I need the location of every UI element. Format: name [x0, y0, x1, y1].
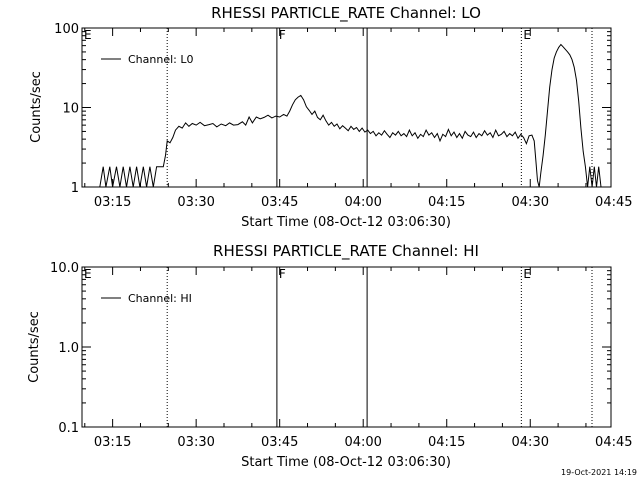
x-tick-label: 03:15	[94, 435, 131, 450]
panel-hi: RHESSI PARTICLE_RATE Channel: HI Counts/…	[27, 242, 633, 470]
x-tick-label: 04:30	[512, 435, 549, 450]
plot-frame	[81, 27, 612, 188]
panel-lo: RHESSI PARTICLE_RATE Channel: LO Counts/…	[29, 4, 633, 230]
marker-label: E	[523, 28, 531, 42]
x-axis-label: Start Time (08-Oct-12 03:06:30)	[241, 215, 451, 230]
x-tick-label: 03:30	[177, 195, 214, 210]
x-tick-label: 04:15	[428, 195, 465, 210]
y-axis-label: Counts/sec	[29, 71, 44, 143]
marker-label: F	[279, 267, 286, 281]
marker-label: E	[84, 267, 92, 281]
x-tick-label: 03:30	[177, 435, 214, 450]
marker-label: E	[523, 267, 531, 281]
chart-title: RHESSI PARTICLE_RATE Channel: LO	[211, 4, 481, 23]
x-tick-label: 04:00	[344, 435, 381, 450]
y-ticks: 1 10 100	[54, 22, 611, 196]
x-ticks: 03:15 03:30 03:45 04:00 04:15 04:30 04:45	[84, 267, 633, 450]
y-tick-label: 1.0	[58, 341, 79, 356]
x-tick-label: 04:00	[344, 195, 381, 210]
x-axis-label: Start Time (08-Oct-12 03:06:30)	[241, 455, 451, 470]
x-tick-label: 03:15	[94, 195, 131, 210]
legend: Channel: HI	[101, 292, 192, 305]
legend-label: Channel: HI	[128, 292, 192, 305]
y-tick-label: 10.0	[50, 261, 79, 276]
x-ticks: 03:15 03:30 03:45 04:00 04:15 04:30 04:45	[84, 28, 633, 210]
x-tick-label: 04:30	[512, 195, 549, 210]
y-axis-label: Counts/sec	[27, 311, 42, 383]
marker-label: E	[84, 28, 92, 42]
marker-label: F	[279, 28, 286, 42]
y-tick-label: 100	[54, 22, 79, 37]
series-line	[99, 43, 602, 188]
series-layer	[99, 43, 602, 188]
y-ticks: 0.1 1.0 10.0	[50, 261, 611, 436]
x-tick-label: 03:45	[261, 435, 298, 450]
legend: Channel: L0	[101, 53, 194, 66]
y-tick-label: 1	[71, 181, 79, 196]
chart-title: RHESSI PARTICLE_RATE Channel: HI	[213, 242, 479, 261]
footer-timestamp: 19-Oct-2021 14:19	[561, 468, 637, 477]
x-tick-label: 04:45	[595, 435, 632, 450]
legend-label: Channel: L0	[128, 53, 194, 66]
x-tick-label: 04:45	[595, 195, 632, 210]
plot-frame	[81, 266, 612, 428]
x-tick-label: 03:45	[261, 195, 298, 210]
y-tick-label: 0.1	[58, 421, 79, 436]
y-tick-label: 10	[62, 102, 79, 117]
x-tick-label: 04:15	[428, 435, 465, 450]
